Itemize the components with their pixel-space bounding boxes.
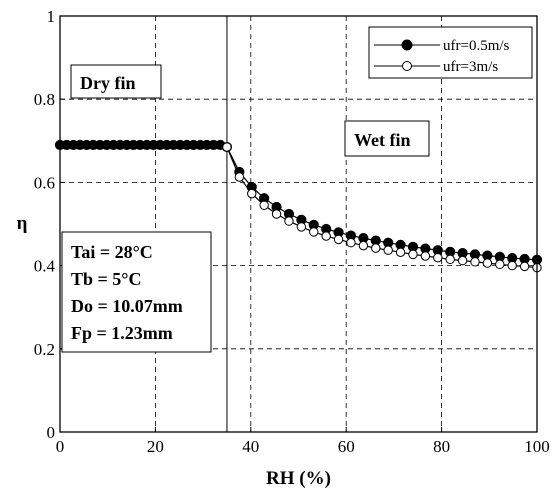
axis-ticks: 0 20 40 60 80 100 0 0.2 0.4 0.6 0.8 1 — [34, 7, 550, 456]
y-tick-label: 1 — [47, 7, 56, 26]
y-tick-label: 0.8 — [34, 90, 55, 109]
x-tick-label: 60 — [338, 437, 355, 456]
y-tick-label: 0.6 — [34, 173, 55, 192]
data-point-series-1 — [346, 238, 356, 248]
dry-fin-label: Dry fin — [80, 73, 136, 93]
parameters-annotation: Tai = 28°C Tb = 5°C Do = 10.07mm Fp = 1.… — [61, 231, 212, 353]
data-point-series-1 — [507, 260, 517, 271]
legend-box — [368, 26, 533, 79]
plot-series — [54, 139, 543, 273]
legend-marker-series-0 — [401, 39, 413, 51]
data-point-series-1 — [271, 209, 282, 219]
data-point-series-1 — [321, 231, 331, 241]
grid-lines — [60, 16, 537, 432]
data-point-series-1 — [358, 240, 369, 251]
y-tick-label: 0.2 — [34, 340, 55, 359]
data-point-series-1 — [259, 200, 269, 210]
param-tb: Tb = 5°C — [71, 269, 141, 289]
data-point-series-1 — [247, 188, 257, 199]
legend-marker-series-1 — [402, 61, 412, 71]
data-point-series-1 — [234, 172, 245, 182]
legend-label-series-0: ufr=0.5m/s — [443, 38, 510, 54]
y-tick-label: 0 — [47, 423, 56, 442]
data-point-series-1 — [383, 245, 393, 255]
data-point-series-1 — [309, 227, 319, 237]
data-point-series-1 — [470, 257, 480, 267]
legend-label-series-1: ufr=3m/s — [443, 59, 498, 75]
x-tick-label: 0 — [56, 437, 65, 456]
param-fp: Fp = 1.23mm — [71, 323, 173, 343]
dry-fin-annotation: Dry fin — [70, 64, 162, 99]
wet-fin-annotation: Wet fin — [344, 120, 430, 157]
data-point-series-1 — [395, 247, 406, 257]
y-tick-label: 0.4 — [34, 257, 56, 276]
data-point-series-1 — [420, 251, 431, 261]
x-tick-label: 80 — [433, 437, 450, 456]
param-do: Do = 10.07mm — [71, 296, 183, 316]
data-point-series-1 — [222, 142, 232, 152]
data-point-series-1 — [371, 243, 381, 253]
data-point-series-1 — [495, 259, 505, 270]
data-point-series-1 — [333, 234, 344, 245]
data-point-series-1 — [482, 258, 493, 268]
x-axis-label: RH (%) — [266, 468, 331, 489]
data-point-series-1 — [445, 254, 455, 265]
data-point-series-1 — [433, 252, 443, 263]
legend: ufr=0.5m/s ufr=3m/s — [368, 26, 533, 79]
x-tick-label: 100 — [524, 437, 550, 456]
data-point-series-1 — [457, 255, 468, 266]
plot-frame — [59, 15, 538, 433]
wet-fin-label: Wet fin — [354, 130, 411, 150]
data-point-series-1 — [284, 216, 294, 226]
data-point-series-1 — [296, 222, 307, 232]
x-tick-label: 20 — [147, 437, 164, 456]
data-point-series-1 — [519, 261, 530, 272]
y-axis-label: η — [17, 213, 28, 234]
param-tai: Tai = 28°C — [71, 242, 153, 262]
data-point-series-1 — [408, 249, 418, 260]
x-tick-label: 40 — [242, 437, 259, 456]
